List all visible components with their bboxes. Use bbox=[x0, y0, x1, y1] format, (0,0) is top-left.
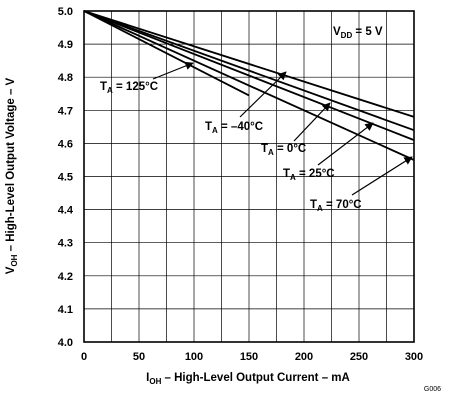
y-tick-label: 4.5 bbox=[58, 172, 73, 184]
y-axis-label: VOH – High-Level Output Voltage – V bbox=[5, 77, 19, 274]
x-axis-label: IOH – High-Level Output Current – mA bbox=[146, 372, 350, 386]
series-label: TA = 70°C bbox=[310, 199, 362, 213]
figure-id: G006 bbox=[424, 386, 441, 393]
y-tick-label: 4.8 bbox=[58, 72, 73, 84]
plot-frame bbox=[83, 10, 415, 343]
series-lines bbox=[83, 10, 415, 161]
tick-labels: 0 50 100 150 200 250 300 4.0 4.1 4.2 4.3 4.4 4.5 4.6 4… bbox=[58, 6, 423, 363]
y-tick-label: 4.3 bbox=[58, 238, 73, 250]
x-tick-label: 100 bbox=[185, 351, 203, 363]
y-tick-label: 4.7 bbox=[58, 105, 73, 117]
y-tick-label: 4.2 bbox=[58, 271, 73, 283]
x-tick-label: 300 bbox=[405, 351, 423, 363]
y-tick-label: 4.9 bbox=[58, 39, 73, 51]
y-tick-label: 4.6 bbox=[58, 138, 73, 150]
x-tick-label: 250 bbox=[350, 351, 368, 363]
series-label-arrow bbox=[351, 156, 413, 196]
y-tick-label: 4.0 bbox=[58, 337, 73, 349]
series-label-arrow bbox=[152, 61, 194, 80]
y-tick-label: 4.4 bbox=[58, 205, 74, 217]
series-label: TA = 0°C bbox=[261, 143, 306, 157]
series-label: TA = 125°C bbox=[100, 81, 158, 95]
y-tick-label: 5.0 bbox=[58, 6, 73, 18]
series-label-arrow bbox=[239, 71, 287, 118]
series-label-arrow bbox=[317, 122, 374, 166]
x-tick-label: 50 bbox=[133, 351, 145, 363]
x-tick-label: 0 bbox=[81, 351, 87, 363]
series-line bbox=[83, 10, 415, 132]
series-line bbox=[83, 10, 415, 161]
series-label: TA = 25°C bbox=[283, 168, 335, 182]
condition-label: VDD = 5 V bbox=[333, 26, 383, 40]
series-line bbox=[83, 10, 250, 97]
x-tick-label: 200 bbox=[295, 351, 313, 363]
series-label-arrow bbox=[293, 102, 331, 142]
grid bbox=[83, 10, 415, 343]
y-tick-label: 4.1 bbox=[58, 304, 73, 316]
series-label: TA = –40°C bbox=[205, 121, 263, 135]
series-line bbox=[83, 10, 415, 118]
annotations: TA = 125°C TA = –40°C TA = 0°C TA = 25°C TA … bbox=[100, 61, 413, 213]
x-tick-label: 150 bbox=[240, 351, 258, 363]
series-line bbox=[83, 10, 415, 141]
